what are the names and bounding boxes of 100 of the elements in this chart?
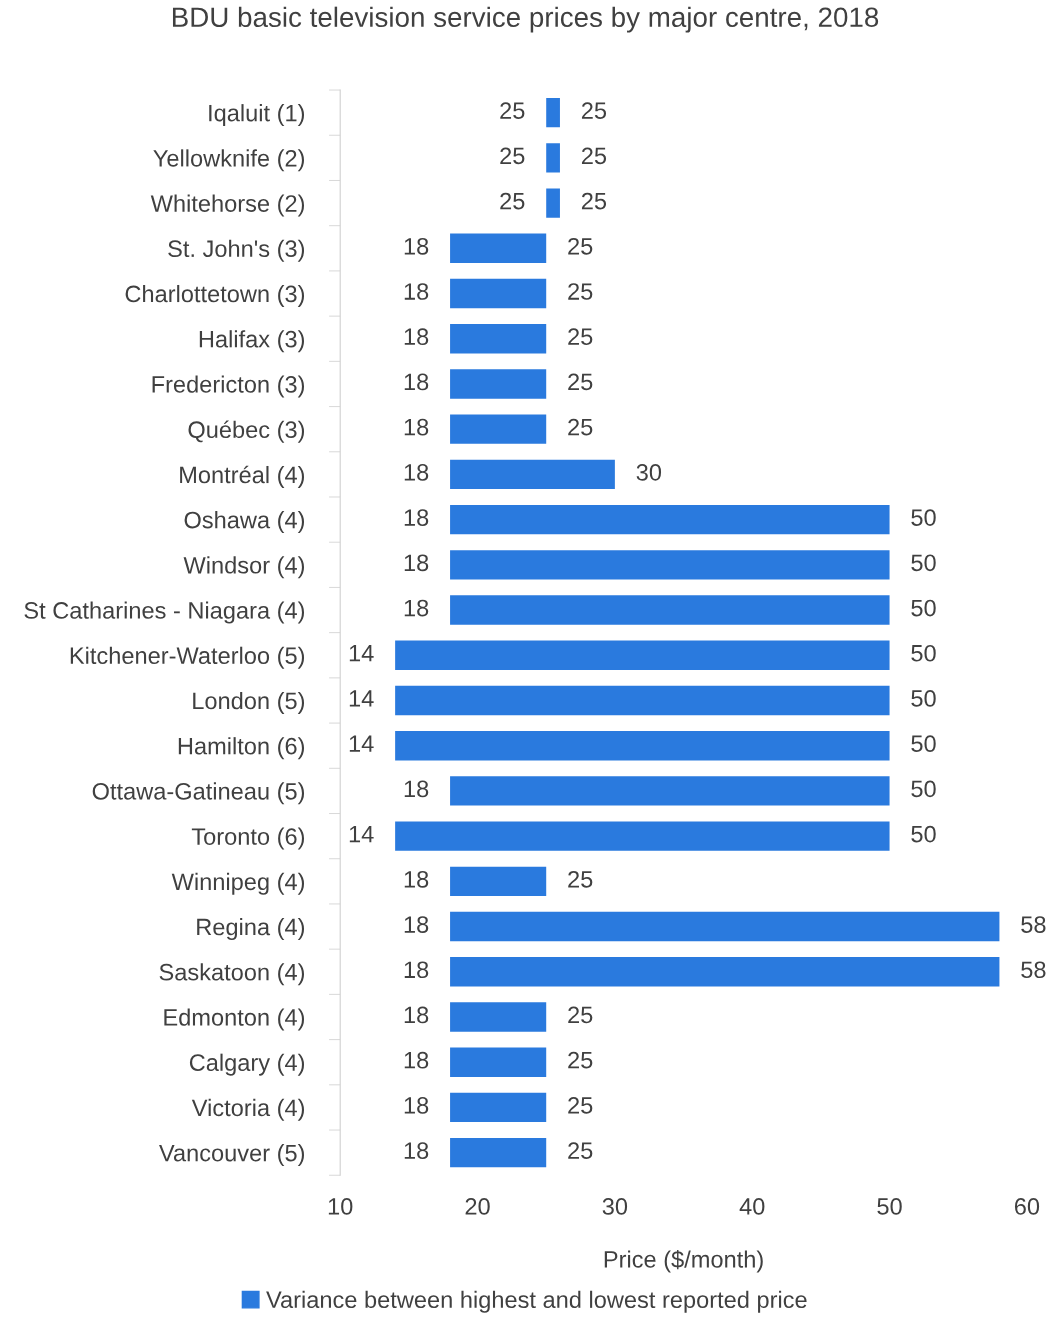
bar <box>450 1002 547 1032</box>
annotation: 50 <box>911 780 936 798</box>
annotation: 18 <box>404 418 429 436</box>
bar <box>450 1047 547 1077</box>
annotation: 50 <box>911 554 936 572</box>
x-tick-label: 10 <box>328 1198 353 1215</box>
annotation: 18 <box>404 1097 429 1114</box>
bar <box>450 957 1000 987</box>
annotation: 50 <box>911 644 936 662</box>
annotation: 18 <box>404 464 429 481</box>
y-tick-label: Montréal (4) <box>180 465 305 488</box>
annotation: 25 <box>568 1051 593 1069</box>
bar <box>546 97 560 128</box>
annotation: 18 <box>404 599 429 617</box>
y-tick-label: Regina (4) <box>197 918 305 941</box>
y-tick-label: Kitchener-Waterloo (5) <box>70 646 305 669</box>
annotation: 18 <box>404 1006 429 1024</box>
annotation: 18 <box>404 961 429 979</box>
y-tick-label: Calgary (4) <box>189 1053 305 1076</box>
y-tick-label: Edmonton (4) <box>164 1008 305 1031</box>
bar <box>546 143 560 173</box>
y-tick-label: Iqaluit (1) <box>209 104 305 127</box>
annotation: 14 <box>349 825 374 843</box>
y-tick-label: Hamilton (6) <box>178 737 305 760</box>
annotation: 25 <box>568 870 593 888</box>
bar <box>450 911 1000 942</box>
annotation: 18 <box>404 1142 429 1159</box>
x-tick-label: 40 <box>739 1198 765 1215</box>
bar <box>450 504 890 535</box>
annotation: 18 <box>404 1051 429 1069</box>
bar <box>450 776 890 806</box>
y-tick-label: Yellowknife (2) <box>153 149 305 172</box>
annotation: 25 <box>568 1097 593 1114</box>
annotation: 25 <box>568 283 593 300</box>
annotation: 25 <box>568 418 593 436</box>
annotation: 18 <box>404 780 429 798</box>
y-tick-label: Whitehorse (2) <box>150 194 305 217</box>
bar <box>450 1092 547 1123</box>
annotation: 18 <box>404 283 429 300</box>
x-tick-label: 30 <box>602 1198 628 1215</box>
bar <box>395 640 890 670</box>
x-tick-label: 50 <box>877 1198 902 1215</box>
annotation: 18 <box>404 373 429 391</box>
bar <box>450 278 547 309</box>
annotation: 18 <box>404 328 429 346</box>
annotation: 14 <box>349 645 374 662</box>
bar <box>450 324 547 354</box>
annotation: 25 <box>500 192 525 210</box>
annotation: 25 <box>581 192 607 210</box>
x-tick-label: 60 <box>1014 1198 1040 1215</box>
bar <box>450 866 547 897</box>
bar <box>450 414 547 444</box>
annotation: 50 <box>911 690 936 707</box>
y-tick-label: Oshawa (4) <box>184 511 305 534</box>
annotation: 18 <box>404 554 429 572</box>
y-tick-label: Windsor (4) <box>183 556 305 579</box>
annotation: 50 <box>911 509 936 526</box>
annotation: 50 <box>911 825 936 843</box>
y-tick-label: Halifax (3) <box>199 330 305 353</box>
annotation: 25 <box>568 373 593 391</box>
bar <box>395 821 890 851</box>
annotation: 25 <box>568 1142 593 1159</box>
annotation: 25 <box>581 102 607 119</box>
bar <box>395 685 890 716</box>
annotation: 50 <box>911 599 936 617</box>
y-tick-label: Québec (3) <box>188 420 305 443</box>
y-tick-label: Toronto (6) <box>191 827 305 850</box>
annotation: 18 <box>404 237 429 255</box>
y-tick-label: Charlottetown (3) <box>125 284 305 307</box>
y-tick-label: Ottawa-Gatineau (5) <box>92 782 305 805</box>
annotation: 25 <box>568 328 593 346</box>
annotation: 18 <box>404 509 429 526</box>
annotation: 30 <box>636 464 662 481</box>
annotation: 50 <box>911 735 936 753</box>
y-tick-label: Vancouver (5) <box>159 1144 305 1167</box>
annotation: 25 <box>500 102 525 119</box>
annotation: 25 <box>568 1006 593 1024</box>
annotation: 58 <box>1021 916 1046 933</box>
annotation: 25 <box>500 147 525 165</box>
bar <box>395 731 890 761</box>
bar <box>450 595 890 625</box>
y-tick-label: Saskatoon (4) <box>159 963 305 986</box>
chart-title: BDU basic television service prices by major centre, 2018 <box>172 6 879 33</box>
annotation: 58 <box>1021 961 1046 979</box>
annotation: 14 <box>349 735 374 752</box>
bar <box>450 233 547 263</box>
bar <box>450 1137 547 1168</box>
y-tick-label: Victoria (4) <box>191 1098 305 1121</box>
bar <box>546 188 560 218</box>
bar <box>450 369 547 399</box>
y-tick-label: London (5) <box>193 691 305 714</box>
annotation: 18 <box>404 870 429 888</box>
annotation: 25 <box>568 237 593 255</box>
x-axis-title: Price ($/month) <box>604 1250 763 1273</box>
bar <box>450 459 615 490</box>
annotation: 14 <box>349 690 374 707</box>
y-tick-label: Winnipeg (4) <box>171 872 305 895</box>
bar <box>450 550 890 580</box>
y-tick-label: St Catharines - Niagara (4) <box>24 601 305 624</box>
y-tick-label: St. John's (3) <box>168 239 305 262</box>
